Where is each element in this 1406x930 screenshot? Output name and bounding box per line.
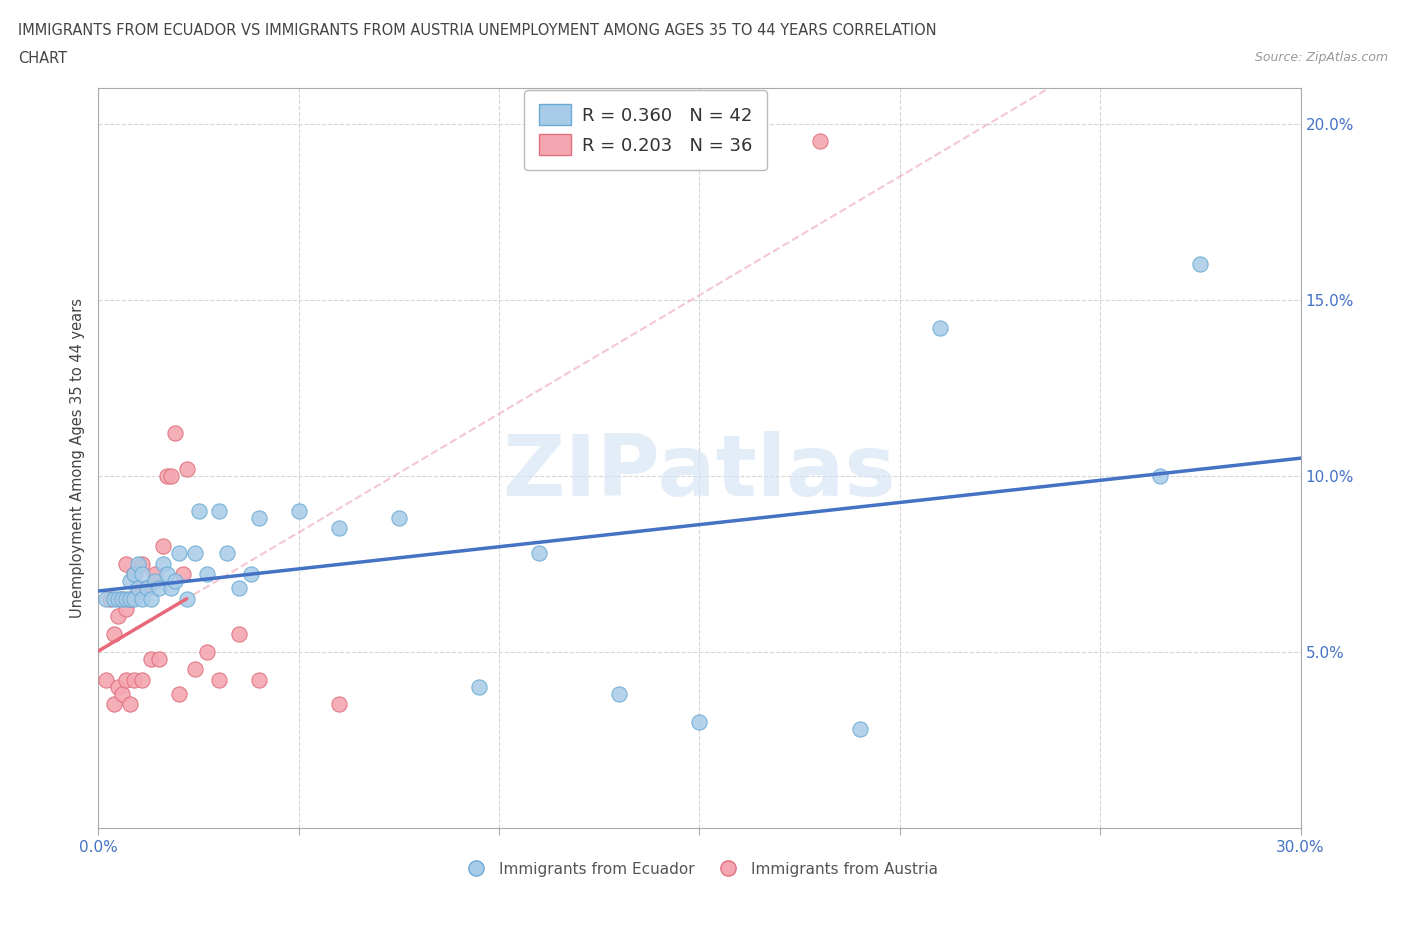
Point: [152, 538, 174, 553]
Point: [128, 581, 150, 596]
Point: [128, 556, 150, 571]
Point: [183, 546, 205, 561]
Point: [124, 566, 146, 581]
Point: [148, 581, 170, 596]
Point: [128, 581, 150, 596]
Point: [115, 672, 138, 687]
Point: [131, 566, 153, 581]
Text: IMMIGRANTS FROM ECUADOR VS IMMIGRANTS FROM AUSTRIA UNEMPLOYMENT AMONG AGES 35 TO: IMMIGRANTS FROM ECUADOR VS IMMIGRANTS FR…: [18, 23, 936, 38]
Point: [143, 574, 166, 589]
Point: [1149, 468, 1171, 483]
Point: [187, 503, 209, 518]
Point: [1189, 257, 1212, 272]
Y-axis label: Unemployment Among Ages 35 to 44 years: Unemployment Among Ages 35 to 44 years: [70, 298, 86, 618]
Point: [124, 591, 146, 606]
Point: [159, 581, 181, 596]
Point: [131, 556, 153, 571]
Point: [111, 591, 134, 606]
Point: [115, 602, 138, 617]
Legend: Immigrants from Ecuador, Immigrants from Austria: Immigrants from Ecuador, Immigrants from…: [454, 856, 945, 883]
Point: [131, 591, 153, 606]
Point: [808, 134, 831, 149]
Point: [172, 566, 194, 581]
Text: CHART: CHART: [18, 51, 67, 66]
Point: [208, 672, 231, 687]
Point: [107, 680, 129, 695]
Point: [163, 574, 186, 589]
Point: [176, 461, 198, 476]
Point: [529, 546, 551, 561]
Point: [131, 672, 153, 687]
Point: [328, 698, 350, 712]
Point: [176, 591, 198, 606]
Point: [167, 686, 190, 701]
Point: [152, 556, 174, 571]
Point: [103, 591, 125, 606]
Point: [195, 566, 218, 581]
Point: [115, 556, 138, 571]
Point: [195, 644, 218, 659]
Point: [288, 503, 311, 518]
Point: [228, 627, 250, 642]
Point: [143, 566, 166, 581]
Point: [328, 521, 350, 536]
Point: [139, 591, 162, 606]
Point: [247, 511, 270, 525]
Point: [135, 581, 157, 596]
Point: [689, 714, 711, 729]
Point: [107, 591, 129, 606]
Point: [183, 662, 205, 677]
Point: [96, 591, 118, 606]
Point: [167, 546, 190, 561]
Point: [239, 566, 262, 581]
Point: [155, 566, 177, 581]
Point: [468, 680, 491, 695]
Text: Source: ZipAtlas.com: Source: ZipAtlas.com: [1254, 51, 1388, 64]
Point: [609, 686, 631, 701]
Point: [115, 591, 138, 606]
Point: [120, 698, 142, 712]
Point: [215, 546, 238, 561]
Point: [155, 468, 177, 483]
Point: [247, 672, 270, 687]
Point: [100, 591, 122, 606]
Point: [111, 686, 134, 701]
Point: [163, 426, 186, 441]
Point: [159, 468, 181, 483]
Point: [111, 591, 134, 606]
Point: [120, 574, 142, 589]
Point: [103, 698, 125, 712]
Point: [103, 627, 125, 642]
Point: [208, 503, 231, 518]
Point: [135, 581, 157, 596]
Point: [124, 566, 146, 581]
Point: [120, 591, 142, 606]
Point: [107, 609, 129, 624]
Point: [96, 672, 118, 687]
Point: [148, 651, 170, 666]
Point: [139, 651, 162, 666]
Point: [929, 320, 952, 335]
Point: [388, 511, 411, 525]
Text: ZIPatlas: ZIPatlas: [502, 432, 897, 514]
Point: [120, 591, 142, 606]
Point: [849, 722, 872, 737]
Point: [124, 672, 146, 687]
Point: [228, 581, 250, 596]
